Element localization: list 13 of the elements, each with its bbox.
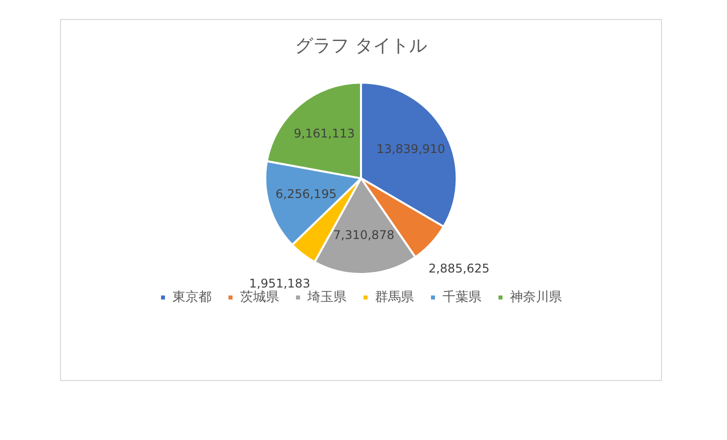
data-label: 9,161,113 — [294, 126, 355, 140]
data-label: 13,839,910 — [376, 142, 446, 156]
legend-label: 千葉県 — [442, 290, 482, 305]
data-label: 6,256,195 — [276, 187, 337, 202]
legend-label: 茨城県 — [240, 290, 279, 305]
legend-label: 群馬県 — [375, 290, 414, 305]
data-label: 7,310,878 — [333, 228, 394, 242]
chart-title: グラフ タイトル — [295, 35, 427, 56]
data-label: 1,951,183 — [249, 276, 310, 291]
legend-label: 神奈川県 — [510, 290, 562, 305]
legend-label: 埼玉県 — [306, 290, 346, 305]
data-label: 2,885,625 — [428, 261, 490, 276]
legend-label: 東京都 — [172, 290, 212, 305]
